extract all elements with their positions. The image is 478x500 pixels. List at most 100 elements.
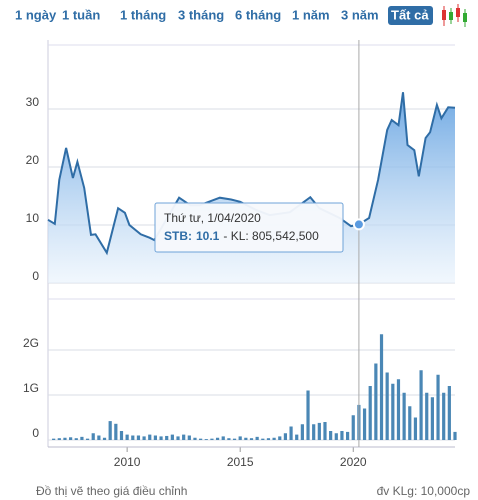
tooltip-values: STB: 10.1- KL: 805,542,500 bbox=[164, 229, 319, 243]
volume-bar bbox=[430, 397, 434, 440]
volume-bar bbox=[165, 435, 169, 440]
volume-bar bbox=[221, 436, 225, 440]
volume-bar bbox=[91, 433, 95, 440]
volume-bar bbox=[447, 386, 451, 440]
volume-bar bbox=[261, 438, 265, 440]
volume-bar bbox=[74, 438, 78, 440]
hover-point bbox=[352, 218, 365, 231]
volume-bar bbox=[255, 436, 259, 440]
volume-bar bbox=[266, 438, 271, 440]
tab[interactable]: 1 ngày bbox=[15, 7, 57, 22]
tab[interactable]: 6 tháng bbox=[235, 7, 281, 22]
volume-bar bbox=[306, 390, 310, 440]
volume-bar bbox=[385, 372, 389, 440]
x-tick-label: 2015 bbox=[227, 455, 254, 469]
volume-bar bbox=[227, 438, 231, 440]
volume-bar bbox=[283, 433, 288, 440]
volume-bar bbox=[379, 334, 384, 440]
volume-bar bbox=[215, 437, 220, 440]
volume-bar bbox=[142, 436, 146, 440]
volume-bar bbox=[402, 392, 406, 440]
volume-bar bbox=[453, 431, 457, 440]
volume-bar bbox=[300, 424, 304, 440]
volume-bar bbox=[176, 436, 180, 440]
volume-bar bbox=[249, 438, 254, 440]
volume-bar bbox=[442, 392, 446, 440]
volume-bar bbox=[289, 426, 293, 440]
volume-bar bbox=[153, 435, 158, 440]
volume-bar bbox=[413, 417, 418, 440]
volume-bar bbox=[57, 438, 61, 440]
volume-bar bbox=[351, 415, 355, 440]
volume-bar bbox=[136, 435, 141, 440]
footer-note: Đồ thị vẽ theo giá điều chỉnh bbox=[36, 484, 187, 498]
volume-bar bbox=[125, 434, 129, 440]
y-tick-label: 0 bbox=[32, 269, 39, 283]
volume-bar bbox=[204, 439, 208, 440]
tab-highlight bbox=[388, 6, 433, 25]
volume-bar bbox=[131, 435, 135, 440]
volume-bar bbox=[182, 434, 186, 440]
volume-bar bbox=[334, 433, 338, 440]
volume-bar bbox=[362, 408, 367, 440]
volume-bar bbox=[97, 435, 101, 440]
volume-bar bbox=[278, 436, 282, 440]
volume-bar bbox=[329, 431, 333, 440]
volume-bar bbox=[159, 436, 163, 440]
tab[interactable]: Tất cả bbox=[391, 7, 429, 22]
volume-bar bbox=[114, 423, 118, 440]
volume-bar bbox=[193, 437, 197, 440]
tab[interactable]: 1 tháng bbox=[120, 7, 166, 22]
y-tick-label: 30 bbox=[26, 95, 40, 109]
volume-bar bbox=[108, 421, 112, 440]
volume-bar bbox=[295, 434, 299, 440]
volume-bar bbox=[323, 422, 327, 440]
candle-icon bbox=[442, 4, 467, 27]
tooltip-symbol: STB: bbox=[164, 229, 192, 243]
volume-bar bbox=[238, 436, 242, 440]
volume-bar bbox=[396, 379, 401, 440]
plot: 0 10 20 30 0 1G 2G 2010 2015 2020 Thứ tư, 1/04/202… bbox=[23, 40, 457, 469]
volume-bar bbox=[368, 386, 372, 440]
tab[interactable]: 1 tuần bbox=[62, 7, 100, 22]
y-tick-label: 0 bbox=[32, 426, 39, 440]
tab[interactable]: 3 năm bbox=[341, 7, 379, 22]
y-tick-label: 2G bbox=[23, 336, 39, 350]
volume-bar bbox=[170, 434, 174, 440]
volume-bar bbox=[232, 438, 237, 440]
volume-bar bbox=[187, 435, 191, 440]
volume-bar bbox=[374, 363, 378, 440]
volume-bar bbox=[210, 438, 214, 440]
volume-bar bbox=[345, 431, 350, 440]
volume-bar bbox=[312, 424, 316, 440]
volume-bar bbox=[419, 370, 423, 440]
volume-bar bbox=[148, 434, 152, 440]
y-tick-label: 10 bbox=[26, 211, 40, 225]
tooltip-date: Thứ tư, 1/04/2020 bbox=[164, 211, 261, 225]
x-tick-label: 2020 bbox=[340, 455, 367, 469]
tooltip-price: 10.1 bbox=[196, 229, 220, 243]
volume-bar bbox=[52, 438, 56, 440]
footer-unit: đv KLg: 10,000cp bbox=[377, 484, 471, 498]
tab[interactable]: 3 tháng bbox=[178, 7, 224, 22]
volume-bar bbox=[425, 392, 429, 440]
volume-bar bbox=[436, 374, 440, 440]
y-tick-label: 1G bbox=[23, 381, 39, 395]
tab-bar: 1 ngày 1 tuần 1 tháng 3 tháng 6 tháng 1 năm 3 … bbox=[15, 6, 433, 25]
volume-bar bbox=[408, 406, 412, 440]
tooltip-box bbox=[154, 202, 344, 253]
y-tick-label: 20 bbox=[26, 153, 40, 167]
volume-bar bbox=[272, 437, 276, 440]
volume-bar bbox=[102, 437, 107, 440]
tab[interactable]: 1 năm bbox=[292, 7, 330, 22]
volume-bar bbox=[244, 437, 248, 440]
volume-bar bbox=[317, 422, 321, 440]
volume-bar bbox=[340, 431, 344, 440]
volume-bar bbox=[63, 437, 67, 440]
volume-bar bbox=[119, 431, 124, 440]
volume-bar bbox=[69, 437, 73, 440]
x-tick-label: 2010 bbox=[114, 455, 141, 469]
volume-bar bbox=[391, 383, 395, 440]
volume-bar bbox=[85, 438, 90, 440]
volume-bar bbox=[80, 436, 84, 440]
